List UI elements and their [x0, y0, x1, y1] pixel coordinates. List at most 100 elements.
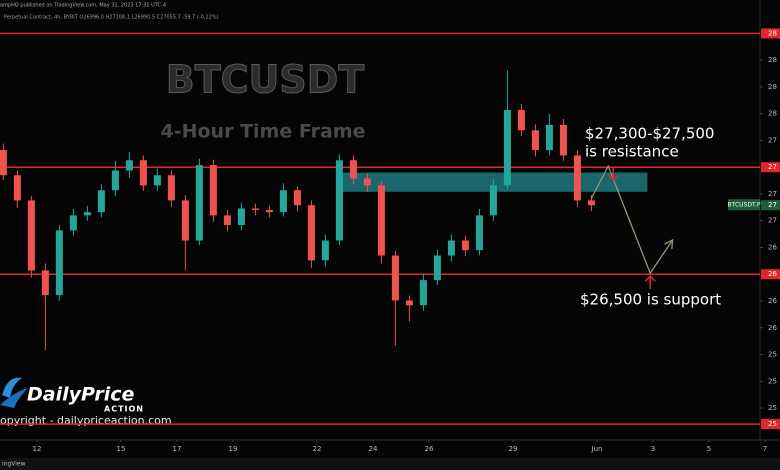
y-tick-label: 26	[768, 297, 777, 305]
footer-bar	[0, 458, 780, 470]
level-label: 28	[768, 29, 777, 37]
candle-body	[13, 175, 21, 201]
y-tick-label: 26	[768, 324, 777, 332]
candle-body	[251, 208, 259, 211]
footer-text: ingView	[2, 461, 26, 468]
candle-body	[279, 190, 287, 213]
candle-body	[573, 155, 581, 201]
logo-name: DailyPrice	[27, 384, 134, 406]
resistance-arrow	[607, 168, 619, 182]
level-label-box	[761, 28, 780, 39]
copyright: opyright - dailypriceaction.com	[0, 414, 172, 427]
candle-body	[363, 178, 371, 186]
annotation: is resistance	[585, 143, 679, 161]
annotation: $26,500 is support	[580, 291, 721, 309]
logo-tagline: ACTION	[104, 405, 144, 414]
x-tick-label: 26	[425, 445, 434, 453]
candle-body	[419, 280, 427, 306]
level-label-box	[761, 269, 780, 280]
y-tick-label: 27	[768, 190, 777, 198]
symbol-label-box	[728, 199, 760, 211]
candle-body	[69, 215, 77, 231]
candle-body	[209, 165, 217, 216]
candle-body	[27, 200, 35, 271]
candle-body	[181, 200, 189, 241]
candle-body	[139, 160, 147, 186]
last-price-label: 27	[768, 201, 777, 209]
candle-body	[447, 240, 455, 256]
symbol-label: BTCUSDT.P	[728, 202, 761, 209]
last-price-box	[761, 200, 780, 211]
candle-body	[125, 160, 133, 171]
candle-body	[293, 190, 301, 206]
level-label-box	[761, 419, 780, 430]
logo-icon	[0, 388, 28, 408]
candle-body	[433, 255, 441, 281]
candle-body	[349, 160, 357, 179]
y-tick-label: 26	[768, 243, 777, 251]
y-tick-label: 27	[768, 217, 777, 225]
y-tick-label: 27	[768, 136, 777, 144]
level-label: 27	[768, 163, 777, 171]
y-tick-label: 25	[768, 377, 777, 385]
x-tick-label: 15	[117, 445, 126, 453]
x-tick-label: 5	[707, 445, 711, 453]
candle-body	[391, 255, 399, 301]
y-tick-label: 25	[768, 404, 777, 412]
x-tick-label: 17	[173, 445, 182, 453]
x-tick-label: 3	[651, 445, 655, 453]
candle-body	[83, 212, 91, 216]
candle-body	[517, 109, 525, 131]
candle-body	[41, 270, 49, 296]
watermark-subtitle: 4-Hour Time Frame	[161, 121, 366, 143]
candle-body	[545, 124, 553, 151]
candle-body	[97, 190, 105, 213]
candle-body	[587, 200, 595, 206]
candle-body	[237, 208, 245, 225]
support-arrow	[644, 275, 656, 290]
x-tick-label: 19	[229, 445, 238, 453]
candle-body	[503, 109, 511, 186]
x-tick-label: 7	[763, 445, 767, 453]
resistance-zone	[337, 172, 648, 192]
annotation: $27,300-$27,500	[585, 125, 714, 143]
x-tick-label: 12	[33, 445, 42, 453]
y-tick-label: 28	[768, 110, 777, 118]
candle-body	[265, 210, 273, 213]
candle-body	[461, 240, 469, 251]
candle-body	[111, 170, 119, 191]
y-tick-label: 28	[768, 83, 777, 91]
header-line: ampHQ published on TradingView.com, May …	[0, 3, 166, 9]
header-line: Perpetual Contract, 4h, BYBIT O26996.0 H…	[4, 15, 219, 21]
x-tick-label: Jun	[591, 445, 603, 453]
watermark-title: BTCUSDT	[166, 58, 365, 102]
x-tick-label: 29	[509, 445, 518, 453]
candle-body	[489, 185, 497, 216]
level-label: 26	[768, 270, 777, 278]
candle-body	[167, 175, 175, 201]
candle-body	[195, 165, 203, 241]
candle-body	[307, 205, 315, 261]
projection-arrowhead	[664, 238, 674, 250]
candle-body	[531, 130, 539, 151]
level-label: 25	[768, 420, 777, 428]
candle-body	[153, 175, 161, 186]
candle-body	[0, 150, 7, 176]
logo-icon	[2, 377, 22, 398]
y-tick-label: 25	[768, 351, 777, 359]
candle-body	[335, 160, 343, 241]
level-label-box	[761, 162, 780, 173]
candle-body	[55, 230, 63, 296]
x-tick-label: 24	[369, 445, 378, 453]
candle-body	[559, 124, 567, 156]
y-tick-label: 28	[768, 56, 777, 64]
candle-body	[405, 300, 413, 306]
candle-body	[475, 215, 483, 251]
candle-body	[377, 185, 385, 256]
candle-body	[223, 215, 231, 225]
projection-path	[590, 164, 674, 275]
candle-body	[321, 240, 329, 261]
x-tick-label: 22	[313, 445, 322, 453]
